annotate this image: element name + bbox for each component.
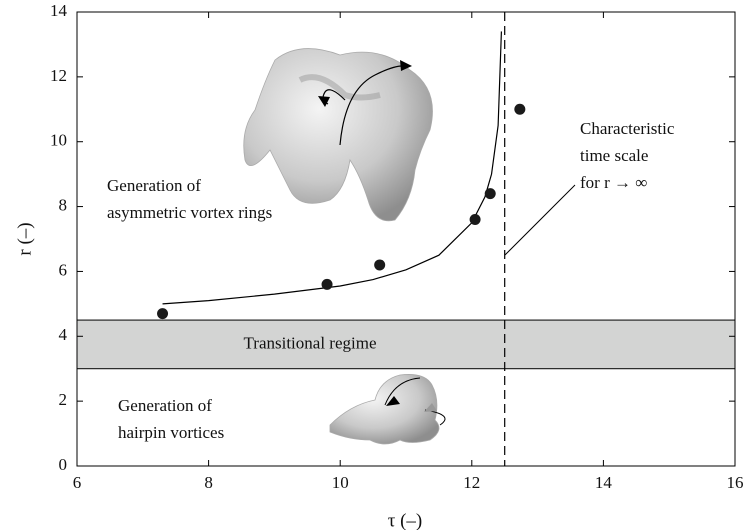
annotation: hairpin vortices xyxy=(118,423,224,442)
annotation: time scale xyxy=(580,146,648,165)
annotation: Generation of xyxy=(118,396,212,415)
x-tick-label: 8 xyxy=(204,473,213,492)
data-point xyxy=(374,259,385,270)
y-tick-label: 6 xyxy=(59,260,68,279)
y-tick-label: 2 xyxy=(59,390,68,409)
band-label: Transitional regime xyxy=(244,333,377,352)
annotation: for r → ∞ xyxy=(580,173,647,192)
data-point xyxy=(322,279,333,290)
y-tick-label: 4 xyxy=(59,325,68,344)
x-tick-label: 16 xyxy=(727,473,743,492)
hairpin-vortex-image xyxy=(330,374,445,444)
annotation: Characteristic xyxy=(580,119,675,138)
x-tick-label: 6 xyxy=(73,473,82,492)
x-tick-label: 14 xyxy=(595,473,613,492)
x-axis-label: τ (–) xyxy=(388,510,423,530)
y-axis-label: r (–) xyxy=(14,222,35,255)
data-point xyxy=(485,188,496,199)
annotation-pointer xyxy=(505,185,575,255)
vortex-ring-image xyxy=(244,49,433,221)
annotation: Generation of xyxy=(107,176,201,195)
x-tick-label: 12 xyxy=(463,473,480,492)
transition-band xyxy=(77,320,735,369)
y-tick-label: 0 xyxy=(59,455,68,474)
y-tick-label: 14 xyxy=(50,1,68,20)
y-tick-label: 8 xyxy=(59,195,68,214)
y-tick-label: 12 xyxy=(50,66,67,85)
x-tick-label: 10 xyxy=(332,473,349,492)
data-point xyxy=(514,104,525,115)
data-point xyxy=(157,308,168,319)
chart: τ (–) r (–) Transitional regime 6 8 10 12 14 1… xyxy=(0,0,743,530)
data-point xyxy=(470,214,481,225)
annotation: asymmetric vortex rings xyxy=(107,203,272,222)
y-tick-label: 10 xyxy=(50,131,67,150)
